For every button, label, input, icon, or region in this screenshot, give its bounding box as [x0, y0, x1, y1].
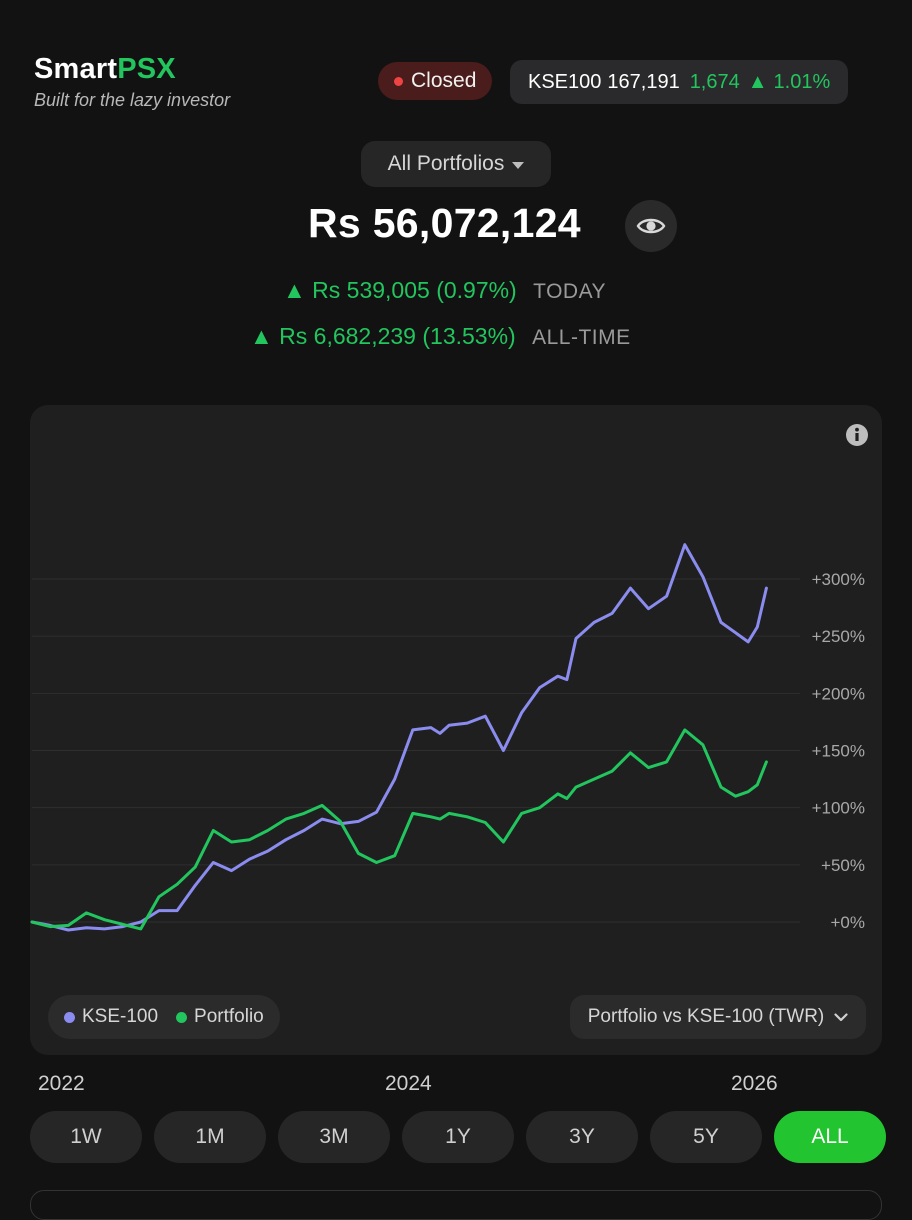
bottom-panel-edge [30, 1190, 882, 1220]
y-tick-label: +0% [831, 913, 866, 932]
range-button-3m[interactable]: 3M [278, 1111, 390, 1163]
legend-label: KSE-100 [82, 1006, 159, 1027]
x-axis-label-2022: 2022 [38, 1072, 85, 1095]
chart-mode-label: Portfolio vs KSE-100 (TWR) [587, 1006, 825, 1027]
y-tick-label: +100% [812, 799, 865, 818]
today-change: ▲ Rs 539,005 (0.97%) TODAY [283, 277, 606, 304]
y-tick-label: +50% [821, 856, 865, 875]
y-tick-label: +200% [812, 684, 865, 703]
today-pct: (0.97%) [436, 277, 517, 303]
chevron-down-icon [834, 1012, 848, 1021]
caret-down-icon [512, 161, 525, 169]
range-button-1m[interactable]: 1M [154, 1111, 266, 1163]
brand-tagline: Built for the lazy investor [34, 90, 231, 110]
portfolio-selector-label: All Portfolios [387, 152, 505, 175]
eye-icon [636, 218, 666, 234]
range-button-all[interactable]: ALL [774, 1111, 886, 1163]
brand-prefix: Smart [34, 53, 118, 85]
toggle-visibility-button[interactable] [625, 200, 677, 252]
market-status-badge: Closed [378, 62, 493, 100]
series-line-kse100 [30, 543, 768, 932]
x-axis-label-2024: 2024 [385, 1072, 432, 1095]
index-change: 1,674 [689, 70, 740, 93]
brand-block: SmartPSX Built for the lazy investor [34, 52, 230, 111]
portfolio-selector[interactable]: All Portfolios [361, 141, 551, 187]
index-change-pct: 1.01% [773, 70, 831, 93]
all-time-pct: (13.53%) [422, 323, 516, 349]
legend-label: Portfolio [194, 1006, 264, 1027]
performance-chart-card: +0% +50% +100% +150% +200% +250% +300% KSE-100… [30, 405, 882, 1055]
range-button-3y[interactable]: 3Y [526, 1111, 638, 1163]
range-button-1y[interactable]: 1Y [402, 1111, 514, 1163]
index-value: 167,191 [607, 70, 680, 93]
legend-item-portfolio[interactable]: Portfolio [176, 1006, 264, 1028]
legend-dot-icon [176, 1011, 188, 1023]
y-tick-label: +250% [812, 627, 865, 646]
chart-legend: KSE-100 Portfolio [48, 995, 280, 1039]
brand-logo[interactable]: SmartPSX [34, 52, 230, 86]
legend-dot-icon [64, 1011, 75, 1023]
y-tick-label: +300% [812, 570, 865, 589]
x-axis-label-2026: 2026 [731, 1072, 778, 1095]
all-time-amount: Rs 6,682,239 [279, 323, 416, 349]
time-range-selector: 1W 1M 3M 1Y 3Y 5Y ALL [30, 1111, 886, 1163]
range-button-5y[interactable]: 5Y [650, 1111, 762, 1163]
today-arrow: ▲ [283, 277, 306, 303]
all-time-change: ▲ Rs 6,682,239 (13.53%) ALL-TIME [250, 323, 631, 350]
info-icon[interactable] [845, 423, 869, 452]
today-label: TODAY [533, 280, 607, 303]
all-time-arrow: ▲ [250, 323, 273, 349]
series-line-portfolio [30, 728, 768, 931]
status-dot-icon [394, 76, 403, 86]
market-status-text: Closed [411, 69, 477, 92]
brand-suffix: PSX [117, 53, 176, 85]
index-change-arrow: ▲ [747, 70, 768, 93]
index-ticker[interactable]: KSE100 167,191 1,674 ▲ 1.01% [510, 60, 849, 104]
performance-chart[interactable]: +0% +50% +100% +150% +200% +250% +300% [30, 405, 882, 1055]
range-button-1w[interactable]: 1W [30, 1111, 142, 1163]
y-tick-label: +150% [812, 742, 865, 761]
index-name: KSE100 [528, 70, 602, 93]
chart-mode-selector[interactable]: Portfolio vs KSE-100 (TWR) [570, 995, 866, 1039]
legend-item-kse100[interactable]: KSE-100 [64, 1006, 158, 1028]
portfolio-total-value: Rs 56,072,124 [308, 200, 581, 246]
today-amount: Rs 539,005 [312, 277, 430, 303]
all-time-label: ALL-TIME [532, 326, 631, 349]
